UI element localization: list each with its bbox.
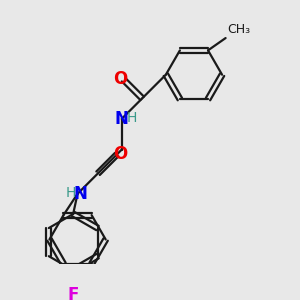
- Text: H: H: [126, 111, 136, 125]
- Text: CH₃: CH₃: [227, 23, 250, 36]
- Text: F: F: [68, 286, 79, 300]
- Text: H: H: [65, 186, 76, 200]
- Text: O: O: [113, 70, 127, 88]
- Text: N: N: [115, 110, 129, 128]
- Text: O: O: [113, 145, 127, 163]
- Text: N: N: [73, 185, 87, 203]
